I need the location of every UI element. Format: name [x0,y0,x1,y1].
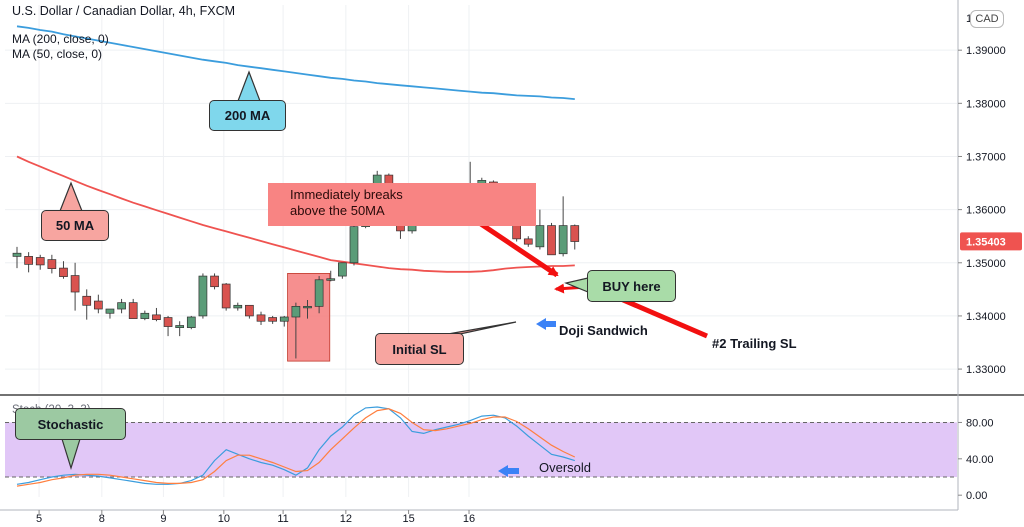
ma200-legend: MA (200, close, 0) [12,32,109,46]
candle-body [221,283,231,309]
stoch-k-line [16,406,575,485]
buy-here-callout: BUY here [587,270,676,302]
callout-pointers [59,70,589,471]
ma200-line [16,25,575,100]
axes: 1.33000 1.34000 1.35000 1.36000 1.37000 1.380… [36,13,1022,525]
oversold-label: Oversold [539,460,592,475]
stoch-tick-label: 0.00 [966,490,987,502]
ma50-legend: MA (50, close, 0) [12,47,103,61]
ma50-line [16,155,575,273]
time-tick-label: 16 [463,513,475,525]
candle-body [47,259,57,269]
candle-body [186,316,196,328]
candle-body [338,262,347,277]
time-tick-label: 5 [36,513,42,525]
candle-body [558,225,568,255]
candle-body [256,314,266,322]
breakout-note-line1: Immediately breaks [290,187,403,202]
candle-body [245,304,254,317]
time-tick-label: 11 [277,513,288,525]
time-tick-label: 15 [402,513,414,525]
ma50-callout: 50 MA [41,210,109,241]
price-tick-label: 1.35000 [966,258,1006,270]
candle-body [59,267,68,277]
doji-sandwich-label: Doji Sandwich [559,323,648,338]
moving-averages [16,25,575,273]
candle-body [128,302,138,319]
trailing-sl-label: #2 Trailing SL [712,336,797,351]
currency-badge[interactable]: CAD [970,10,1004,28]
candle-body [303,306,312,309]
candle-body [349,226,359,264]
price-tick-label: 1.36000 [966,205,1006,217]
pane-frames [0,0,1024,511]
candle-body [70,275,80,293]
candle-body [152,314,161,321]
stoch-band [5,422,957,477]
candle-body [163,317,173,327]
time-tick-label: 9 [160,513,166,525]
candle-body [268,317,277,322]
candle-body [326,278,336,281]
ma200-callout: 200 MA [209,100,286,131]
current-price-tag [960,232,1022,251]
candle-body [210,275,219,288]
candle-body [35,257,45,266]
candle-body [12,252,22,257]
breakout-arrow [476,219,559,278]
current-price-label: 1.35403 [966,236,1006,248]
candle-body [547,225,556,256]
price-tick-label: 1.34000 [966,311,1006,323]
initial-sl-callout: Initial SL [375,333,464,365]
time-tick-label: 8 [99,513,105,525]
doji-arrow-icon [536,318,556,330]
candle-body [233,304,243,309]
price-tick-label: 1 [966,13,972,25]
candle-body [198,275,208,317]
candle-body [140,312,150,319]
candle-body [291,306,301,318]
candle-body [82,295,92,306]
candle-body [105,308,115,314]
candle-body [523,238,533,245]
price-tick-label: 1.38000 [966,98,1006,110]
candle-body [314,279,324,307]
price-tick-label: 1.39000 [966,45,1006,57]
candle-body [279,316,289,322]
candle-body [570,225,580,242]
oversold-arrow-icon [498,465,519,477]
stochastic-lines [16,406,576,487]
stoch-tick-label: 40.00 [966,454,994,466]
price-tick-label: 1.37000 [966,151,1006,163]
candle-body [93,300,103,310]
stoch-d-line [16,408,576,487]
stochastic-callout: Stochastic [15,408,126,440]
candle-body [24,256,33,265]
chart-title: U.S. Dollar / Canadian Dollar, 4h, FXCM [12,4,236,18]
breakout-note: Immediately breaks above the 50MA [268,183,536,226]
breakout-note-line2: above the 50MA [290,203,385,218]
time-tick-label: 10 [218,513,230,525]
candle-body [117,302,126,310]
stoch-tick-label: 80.00 [966,417,994,429]
price-tick-label: 1.33000 [966,364,1006,376]
time-tick-label: 12 [340,513,352,525]
candle-body [535,225,545,248]
candle-body [175,325,185,328]
